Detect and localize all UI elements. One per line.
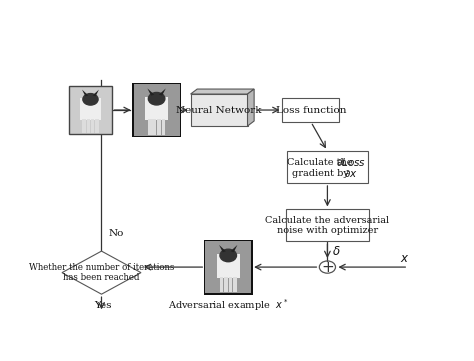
FancyBboxPatch shape [224,277,228,292]
Text: Yes: Yes [95,301,112,310]
FancyBboxPatch shape [153,119,156,135]
FancyBboxPatch shape [286,209,369,242]
Text: +: + [321,260,334,275]
Text: Loss function: Loss function [276,105,346,114]
Polygon shape [82,90,88,96]
FancyBboxPatch shape [132,83,181,137]
FancyBboxPatch shape [217,254,240,278]
Text: $x$: $x$ [400,252,409,265]
Text: Calculate the adversarial
noise with optimizer: Calculate the adversarial noise with opt… [265,216,390,235]
FancyBboxPatch shape [204,240,253,295]
FancyBboxPatch shape [205,241,251,293]
FancyBboxPatch shape [95,119,99,133]
Polygon shape [230,245,237,252]
FancyBboxPatch shape [69,86,111,134]
Polygon shape [191,89,254,94]
FancyBboxPatch shape [87,119,90,133]
Polygon shape [147,88,155,96]
FancyBboxPatch shape [283,98,339,122]
FancyBboxPatch shape [82,119,86,133]
FancyBboxPatch shape [157,119,161,135]
Text: Calculate the: Calculate the [287,157,353,166]
Circle shape [220,249,237,262]
Text: gradient by: gradient by [292,169,348,178]
Text: No: No [109,229,124,238]
FancyBboxPatch shape [148,119,152,135]
FancyBboxPatch shape [145,97,168,120]
Circle shape [148,92,165,105]
Text: Neural Network: Neural Network [176,105,262,114]
Text: Whether the number of iterations
has been reached: Whether the number of iterations has bee… [29,263,174,282]
FancyBboxPatch shape [219,277,223,292]
FancyBboxPatch shape [228,277,232,292]
FancyBboxPatch shape [80,98,101,120]
Polygon shape [159,88,166,96]
Text: $\partial x$: $\partial x$ [345,169,358,179]
FancyBboxPatch shape [233,277,237,292]
FancyBboxPatch shape [162,119,165,135]
FancyBboxPatch shape [191,94,247,126]
Text: $\delta$: $\delta$ [332,245,340,258]
Text: Adversarial example  $x^*$: Adversarial example $x^*$ [168,297,288,313]
Circle shape [83,93,98,105]
Polygon shape [62,251,141,294]
FancyBboxPatch shape [134,84,180,136]
FancyBboxPatch shape [287,151,368,183]
Text: $\partial Loss$: $\partial Loss$ [336,156,366,168]
FancyBboxPatch shape [91,119,94,133]
Polygon shape [92,90,99,96]
Polygon shape [219,245,226,252]
Polygon shape [247,89,254,126]
